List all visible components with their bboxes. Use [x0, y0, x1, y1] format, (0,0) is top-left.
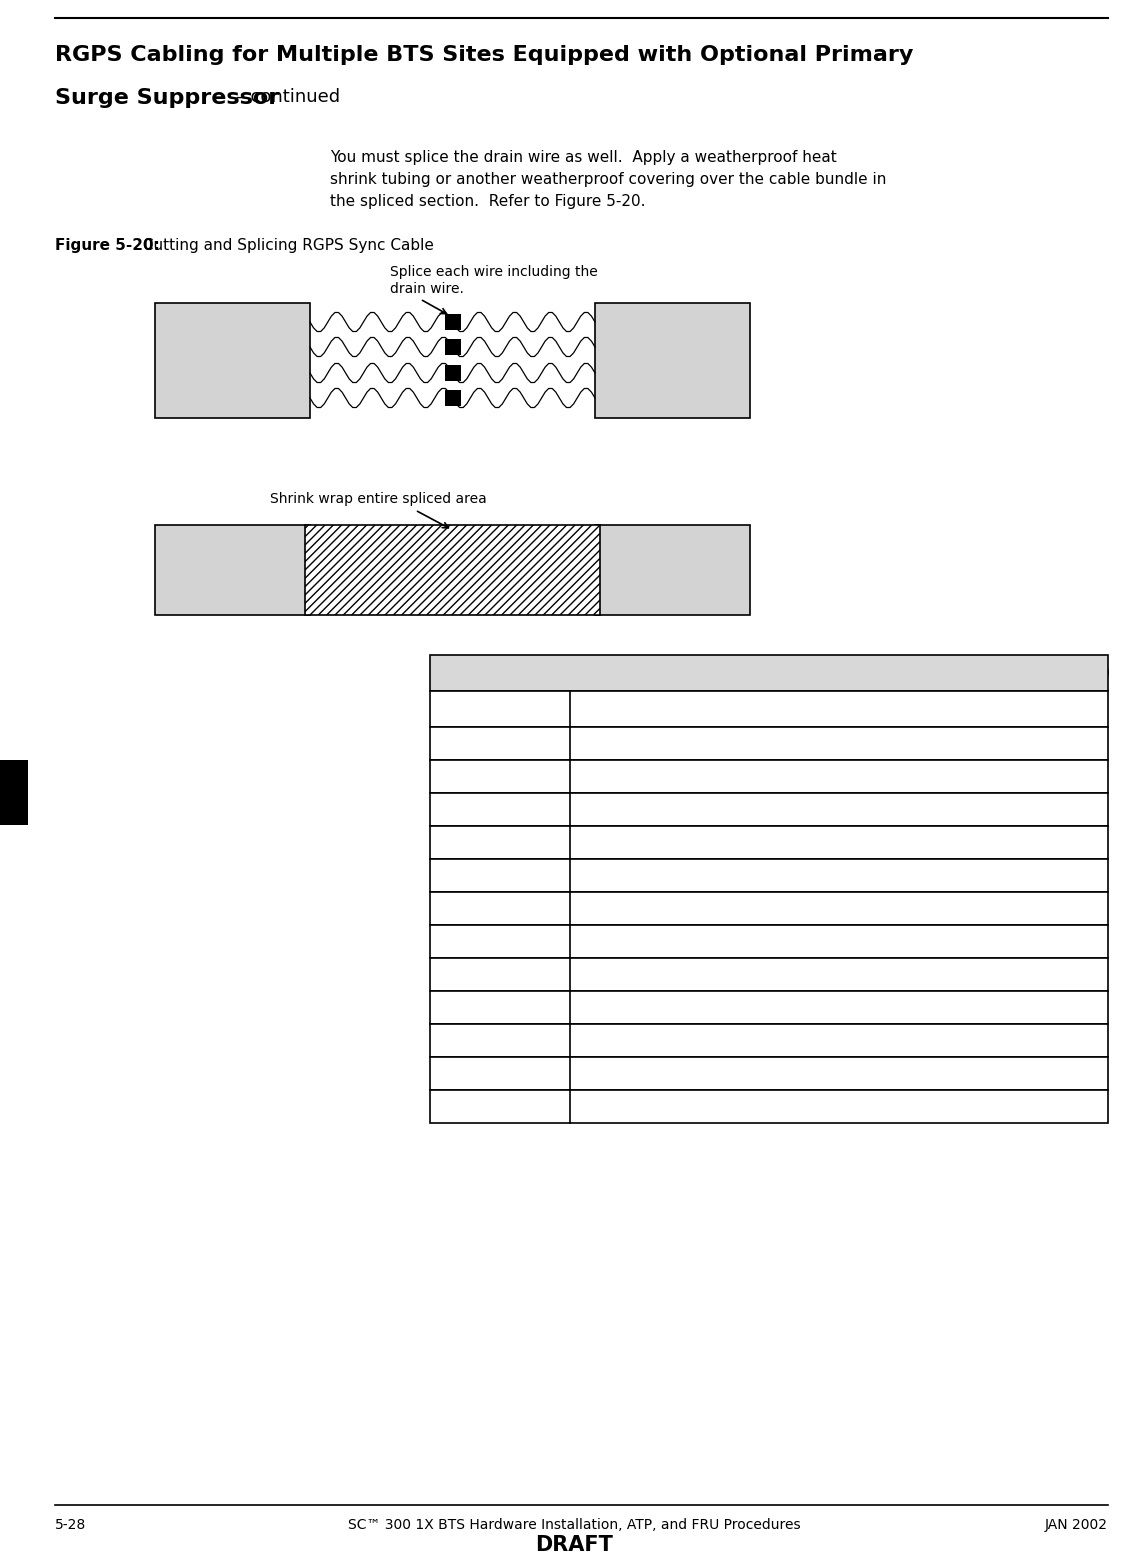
Text: Red/Black: Red/Black: [580, 736, 656, 752]
Text: Yellow/Black: Yellow/Black: [580, 1000, 674, 1016]
Text: Splice each wire including the: Splice each wire including the: [390, 266, 598, 280]
Text: 1: 1: [495, 736, 505, 752]
Text: RGPS Cabling for Multiple BTS Sites Equipped with Optional Primary: RGPS Cabling for Multiple BTS Sites Equi…: [55, 45, 914, 65]
Text: 3: 3: [495, 868, 505, 884]
Text: 4: 4: [495, 933, 505, 949]
Bar: [595, 525, 750, 615]
Text: Green/Black: Green/Black: [580, 868, 673, 884]
Text: Cutting and Splicing RGPS Sync Cable: Cutting and Splicing RGPS Sync Cable: [138, 238, 434, 253]
Text: Table 5-22:: Table 5-22:: [674, 666, 769, 680]
Text: Pair: Pair: [483, 702, 517, 716]
Bar: [155, 303, 310, 418]
Text: Blue: Blue: [580, 968, 614, 981]
Bar: [430, 727, 1108, 759]
Text: Color: Color: [816, 702, 861, 716]
Text: Brown: Brown: [580, 1100, 628, 1114]
Text: Brown/Black: Brown/Black: [580, 1065, 675, 1081]
Text: 6: 6: [495, 1065, 505, 1081]
Bar: [444, 339, 460, 356]
Bar: [444, 314, 460, 329]
Bar: [430, 794, 1108, 826]
Text: JAN 2002: JAN 2002: [1045, 1517, 1108, 1531]
Text: Blue/Black: Blue/Black: [580, 933, 660, 949]
Text: DRAFT: DRAFT: [535, 1534, 613, 1553]
Bar: [430, 826, 1108, 859]
Bar: [430, 655, 1108, 691]
Text: shrink tubing or another weatherproof covering over the cable bundle in: shrink tubing or another weatherproof co…: [329, 172, 886, 186]
Bar: [430, 759, 1108, 794]
Bar: [430, 926, 1108, 958]
Text: Red: Red: [580, 769, 610, 784]
Bar: [0, 759, 28, 825]
Text: 2: 2: [495, 801, 505, 817]
Text: Yellow: Yellow: [580, 1033, 627, 1048]
Bar: [430, 1090, 1108, 1123]
Text: Figure 5-20:: Figure 5-20:: [55, 238, 160, 253]
Text: Shrink wrap entire spliced area: Shrink wrap entire spliced area: [270, 492, 487, 506]
Text: – continued: – continued: [230, 89, 340, 106]
Bar: [305, 525, 600, 615]
Text: White: White: [580, 836, 625, 849]
Text: 5: 5: [8, 784, 21, 801]
Text: Surge Suppressor: Surge Suppressor: [55, 89, 279, 109]
Bar: [430, 1023, 1108, 1058]
Bar: [430, 1058, 1108, 1090]
Text: the spliced section.  Refer to Figure 5-20.: the spliced section. Refer to Figure 5-2…: [329, 194, 645, 210]
Bar: [430, 691, 1108, 727]
Text: drain wire.: drain wire.: [390, 283, 464, 297]
Text: 5: 5: [495, 1000, 505, 1016]
Text: SC™ 300 1X BTS Hardware Installation, ATP, and FRU Procedures: SC™ 300 1X BTS Hardware Installation, AT…: [348, 1517, 800, 1531]
Bar: [430, 991, 1108, 1023]
Bar: [444, 365, 460, 380]
Bar: [444, 390, 460, 405]
Text: White/Black: White/Black: [580, 801, 672, 817]
Text: Green: Green: [580, 901, 627, 916]
Bar: [430, 859, 1108, 891]
Text: Twisted Pairs for RGPS Sync Cable (Cable X): Twisted Pairs for RGPS Sync Cable (Cable…: [769, 666, 1110, 680]
Bar: [430, 958, 1108, 991]
Bar: [430, 891, 1108, 926]
Text: You must splice the drain wire as well.  Apply a weatherproof heat: You must splice the drain wire as well. …: [329, 151, 837, 165]
Text: 5-28: 5-28: [55, 1517, 86, 1531]
Bar: [595, 303, 750, 418]
Bar: [155, 525, 310, 615]
